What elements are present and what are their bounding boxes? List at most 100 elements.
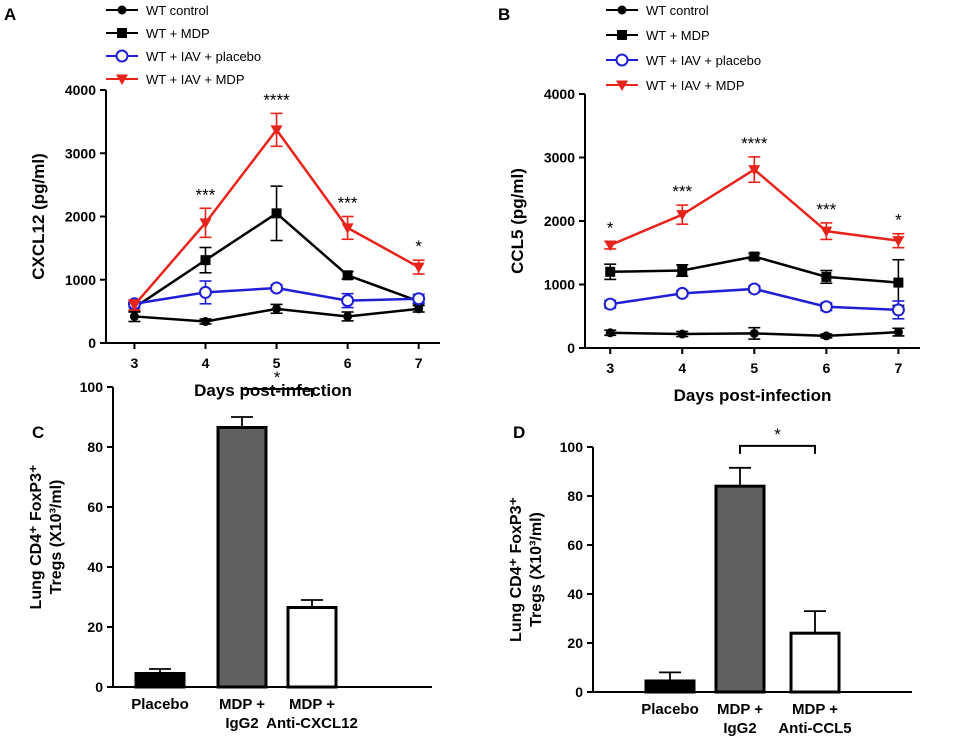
panel-b-x-tick-label-4: 4 bbox=[678, 360, 686, 376]
panel-a-point-wt-iav-mdp-4 bbox=[199, 218, 212, 229]
panel-a-point-wt-control-5 bbox=[272, 304, 282, 314]
panel-b-x-axis-title: Days post-infection bbox=[674, 386, 832, 405]
panel-b-x-tick-label-5: 5 bbox=[750, 360, 758, 376]
panel-b-series-wt-control bbox=[604, 326, 905, 341]
panel-a-point-wt-control-4 bbox=[200, 316, 210, 326]
panel-b-legend-label-wt-iav-mdp: WT + IAV + MDP bbox=[646, 78, 744, 93]
panel-b-legend-marker-wt-iav-mdp bbox=[616, 80, 628, 91]
panel-c-bar-group-2: MDP + Anti-CXCL12 bbox=[266, 599, 358, 732]
panel-d: D 0 20 40 60 80 100 Lung CD4⁺ FoxP3⁺ Tregs (X10³… bbox=[508, 423, 912, 737]
panel-b-series-wt-mdp bbox=[604, 251, 905, 307]
panel-a-point-wt-iav-mdp-3 bbox=[128, 300, 141, 312]
panel-b-point-wt-control-6 bbox=[821, 331, 831, 341]
panel-a-legend-label-wt-iav-placebo: WT + IAV + placebo bbox=[146, 49, 261, 64]
panel-d-significance-bracket bbox=[739, 444, 816, 454]
panel-a-point-wt-iav-placebo-4 bbox=[198, 285, 212, 299]
panel-b-legend-marker-wt-control bbox=[617, 5, 627, 15]
panel-b-y-tick-label-1000: 1000 bbox=[544, 277, 575, 293]
panel-c: C 0 20 40 60 80 100 Lung CD4⁺ FoxP3⁺ Tregs (X10³… bbox=[28, 368, 432, 732]
panel-d-y-tick-label-40: 40 bbox=[567, 586, 583, 602]
panel-b-x-tick-label-6: 6 bbox=[822, 360, 830, 376]
panel-b-legend-label-wt-control: WT control bbox=[646, 3, 709, 18]
panel-a-x-tick-label-6: 6 bbox=[344, 355, 352, 371]
panel-d-y-tick-label-80: 80 bbox=[567, 488, 583, 504]
panel-b-point-wt-mdp-5 bbox=[749, 251, 760, 262]
panel-a-point-wt-mdp-4 bbox=[200, 255, 211, 266]
panel-b-y-tick-label-3000: 3000 bbox=[544, 150, 575, 166]
panel-c-bar-2 bbox=[286, 606, 338, 689]
panel-a-significance-day-6: *** bbox=[338, 194, 358, 213]
panel-d-label: D bbox=[513, 423, 525, 442]
panel-a-x-tick-label-7: 7 bbox=[415, 355, 423, 371]
panel-b-x-tick-label-7: 7 bbox=[894, 360, 902, 376]
panel-b-significance-day-4: *** bbox=[672, 182, 692, 201]
panel-b-point-wt-iav-placebo-6 bbox=[819, 300, 833, 314]
panel-d-bar-2 bbox=[789, 631, 841, 694]
panel-a-y-axis-title: CXCL12 (pg/ml) bbox=[29, 153, 48, 280]
panel-c-bar-group-0: Placebo bbox=[131, 668, 189, 713]
panel-a-point-wt-iav-placebo-6 bbox=[341, 294, 355, 308]
panel-a-point-wt-iav-mdp-5 bbox=[270, 125, 283, 136]
panel-d-bar-group-0: Placebo bbox=[641, 671, 699, 718]
panel-b-point-wt-iav-mdp-7 bbox=[892, 236, 905, 247]
panel-c-y-tick-label-40: 40 bbox=[87, 559, 103, 575]
panel-a-significance-day-7: * bbox=[415, 237, 422, 256]
panel-a-point-wt-control-3 bbox=[129, 311, 139, 321]
panel-c-y-tick-label-100: 100 bbox=[80, 379, 104, 395]
panel-b-significance-day-7: * bbox=[895, 211, 902, 230]
panel-b-legend-marker-wt-mdp bbox=[617, 30, 627, 40]
panel-a: A WT control WT + MDP WT + IAV + placebo WT … bbox=[4, 3, 440, 400]
panel-a-point-wt-iav-mdp-6 bbox=[341, 223, 354, 234]
panel-b-point-wt-iav-mdp-4 bbox=[676, 210, 689, 221]
panel-c-bar-0 bbox=[134, 672, 186, 689]
panel-a-significance-day-4: *** bbox=[196, 185, 216, 204]
panel-c-category-label-2-0: MDP + bbox=[289, 696, 335, 713]
panel-c-category-label-0-0: Placebo bbox=[131, 696, 189, 713]
panel-a-legend-label-wt-control: WT control bbox=[146, 3, 209, 18]
panel-b-y-tick-label-0: 0 bbox=[567, 340, 575, 356]
panel-b-point-wt-iav-placebo-5 bbox=[747, 282, 761, 296]
panel-b-point-wt-iav-mdp-3 bbox=[604, 240, 617, 252]
panel-a-significance-day-5: **** bbox=[263, 90, 290, 109]
panel-b: B WT control WT + MDP WT + IAV + placebo WT … bbox=[498, 3, 920, 405]
panel-a-point-wt-iav-mdp-7 bbox=[412, 262, 425, 274]
panel-a-point-wt-mdp-5 bbox=[271, 208, 282, 219]
panel-c-y-axis-title-line1: Lung CD4⁺ FoxP3⁺ bbox=[28, 465, 45, 610]
panel-c-category-label-2-1: Anti-CXCL12 bbox=[266, 715, 358, 732]
panel-a-legend-marker-wt-iav-mdp bbox=[116, 74, 128, 85]
panel-d-category-label-2-1: Anti-CCL5 bbox=[778, 720, 851, 737]
panel-a-y-tick-label-1000: 1000 bbox=[65, 272, 96, 288]
panel-c-bar-1 bbox=[216, 426, 268, 689]
panel-a-y-tick-label-3000: 3000 bbox=[65, 145, 96, 161]
panel-b-point-wt-mdp-6 bbox=[821, 271, 832, 282]
panel-b-series-wt-iav-mdp bbox=[604, 156, 905, 252]
panel-b-legend-marker-wt-iav-placebo bbox=[615, 53, 629, 67]
panel-d-bar-1 bbox=[714, 484, 766, 694]
panel-c-y-tick-label-60: 60 bbox=[87, 499, 103, 515]
panel-b-point-wt-mdp-3 bbox=[605, 266, 616, 277]
panel-b-point-wt-control-4 bbox=[677, 329, 687, 339]
panel-b-significance-day-3: * bbox=[607, 218, 614, 237]
panel-a-point-wt-iav-placebo-5 bbox=[270, 281, 284, 295]
panel-c-y-tick-label-0: 0 bbox=[95, 679, 103, 695]
panel-d-y-tick-label-60: 60 bbox=[567, 537, 583, 553]
panel-b-y-axis-title: CCL5 (pg/ml) bbox=[508, 168, 527, 274]
panel-c-significance-star: * bbox=[274, 368, 281, 387]
panel-d-category-label-2-0: MDP + bbox=[792, 701, 838, 718]
panel-a-series-wt-control bbox=[128, 303, 425, 326]
panel-c-bar-group-1: MDP + IgG2 bbox=[216, 416, 268, 732]
panel-b-point-wt-control-5 bbox=[749, 328, 759, 338]
panel-b-legend-label-wt-mdp: WT + MDP bbox=[646, 28, 710, 43]
panel-b-x-tick-label-3: 3 bbox=[606, 360, 614, 376]
panel-a-series-wt-iav-mdp bbox=[128, 112, 425, 312]
panel-a-x-tick-label-5: 5 bbox=[273, 355, 281, 371]
panel-b-point-wt-control-3 bbox=[605, 328, 615, 338]
panel-b-point-wt-iav-placebo-4 bbox=[675, 286, 689, 300]
panel-b-point-wt-control-7 bbox=[893, 327, 903, 337]
panel-c-category-label-1-1: IgG2 bbox=[225, 715, 258, 732]
panel-d-category-label-1-1: IgG2 bbox=[723, 720, 756, 737]
panel-a-point-wt-iav-placebo-7 bbox=[412, 292, 426, 306]
panel-b-series-wt-iav-placebo bbox=[603, 282, 905, 320]
panel-a-point-wt-mdp-6 bbox=[342, 270, 353, 281]
